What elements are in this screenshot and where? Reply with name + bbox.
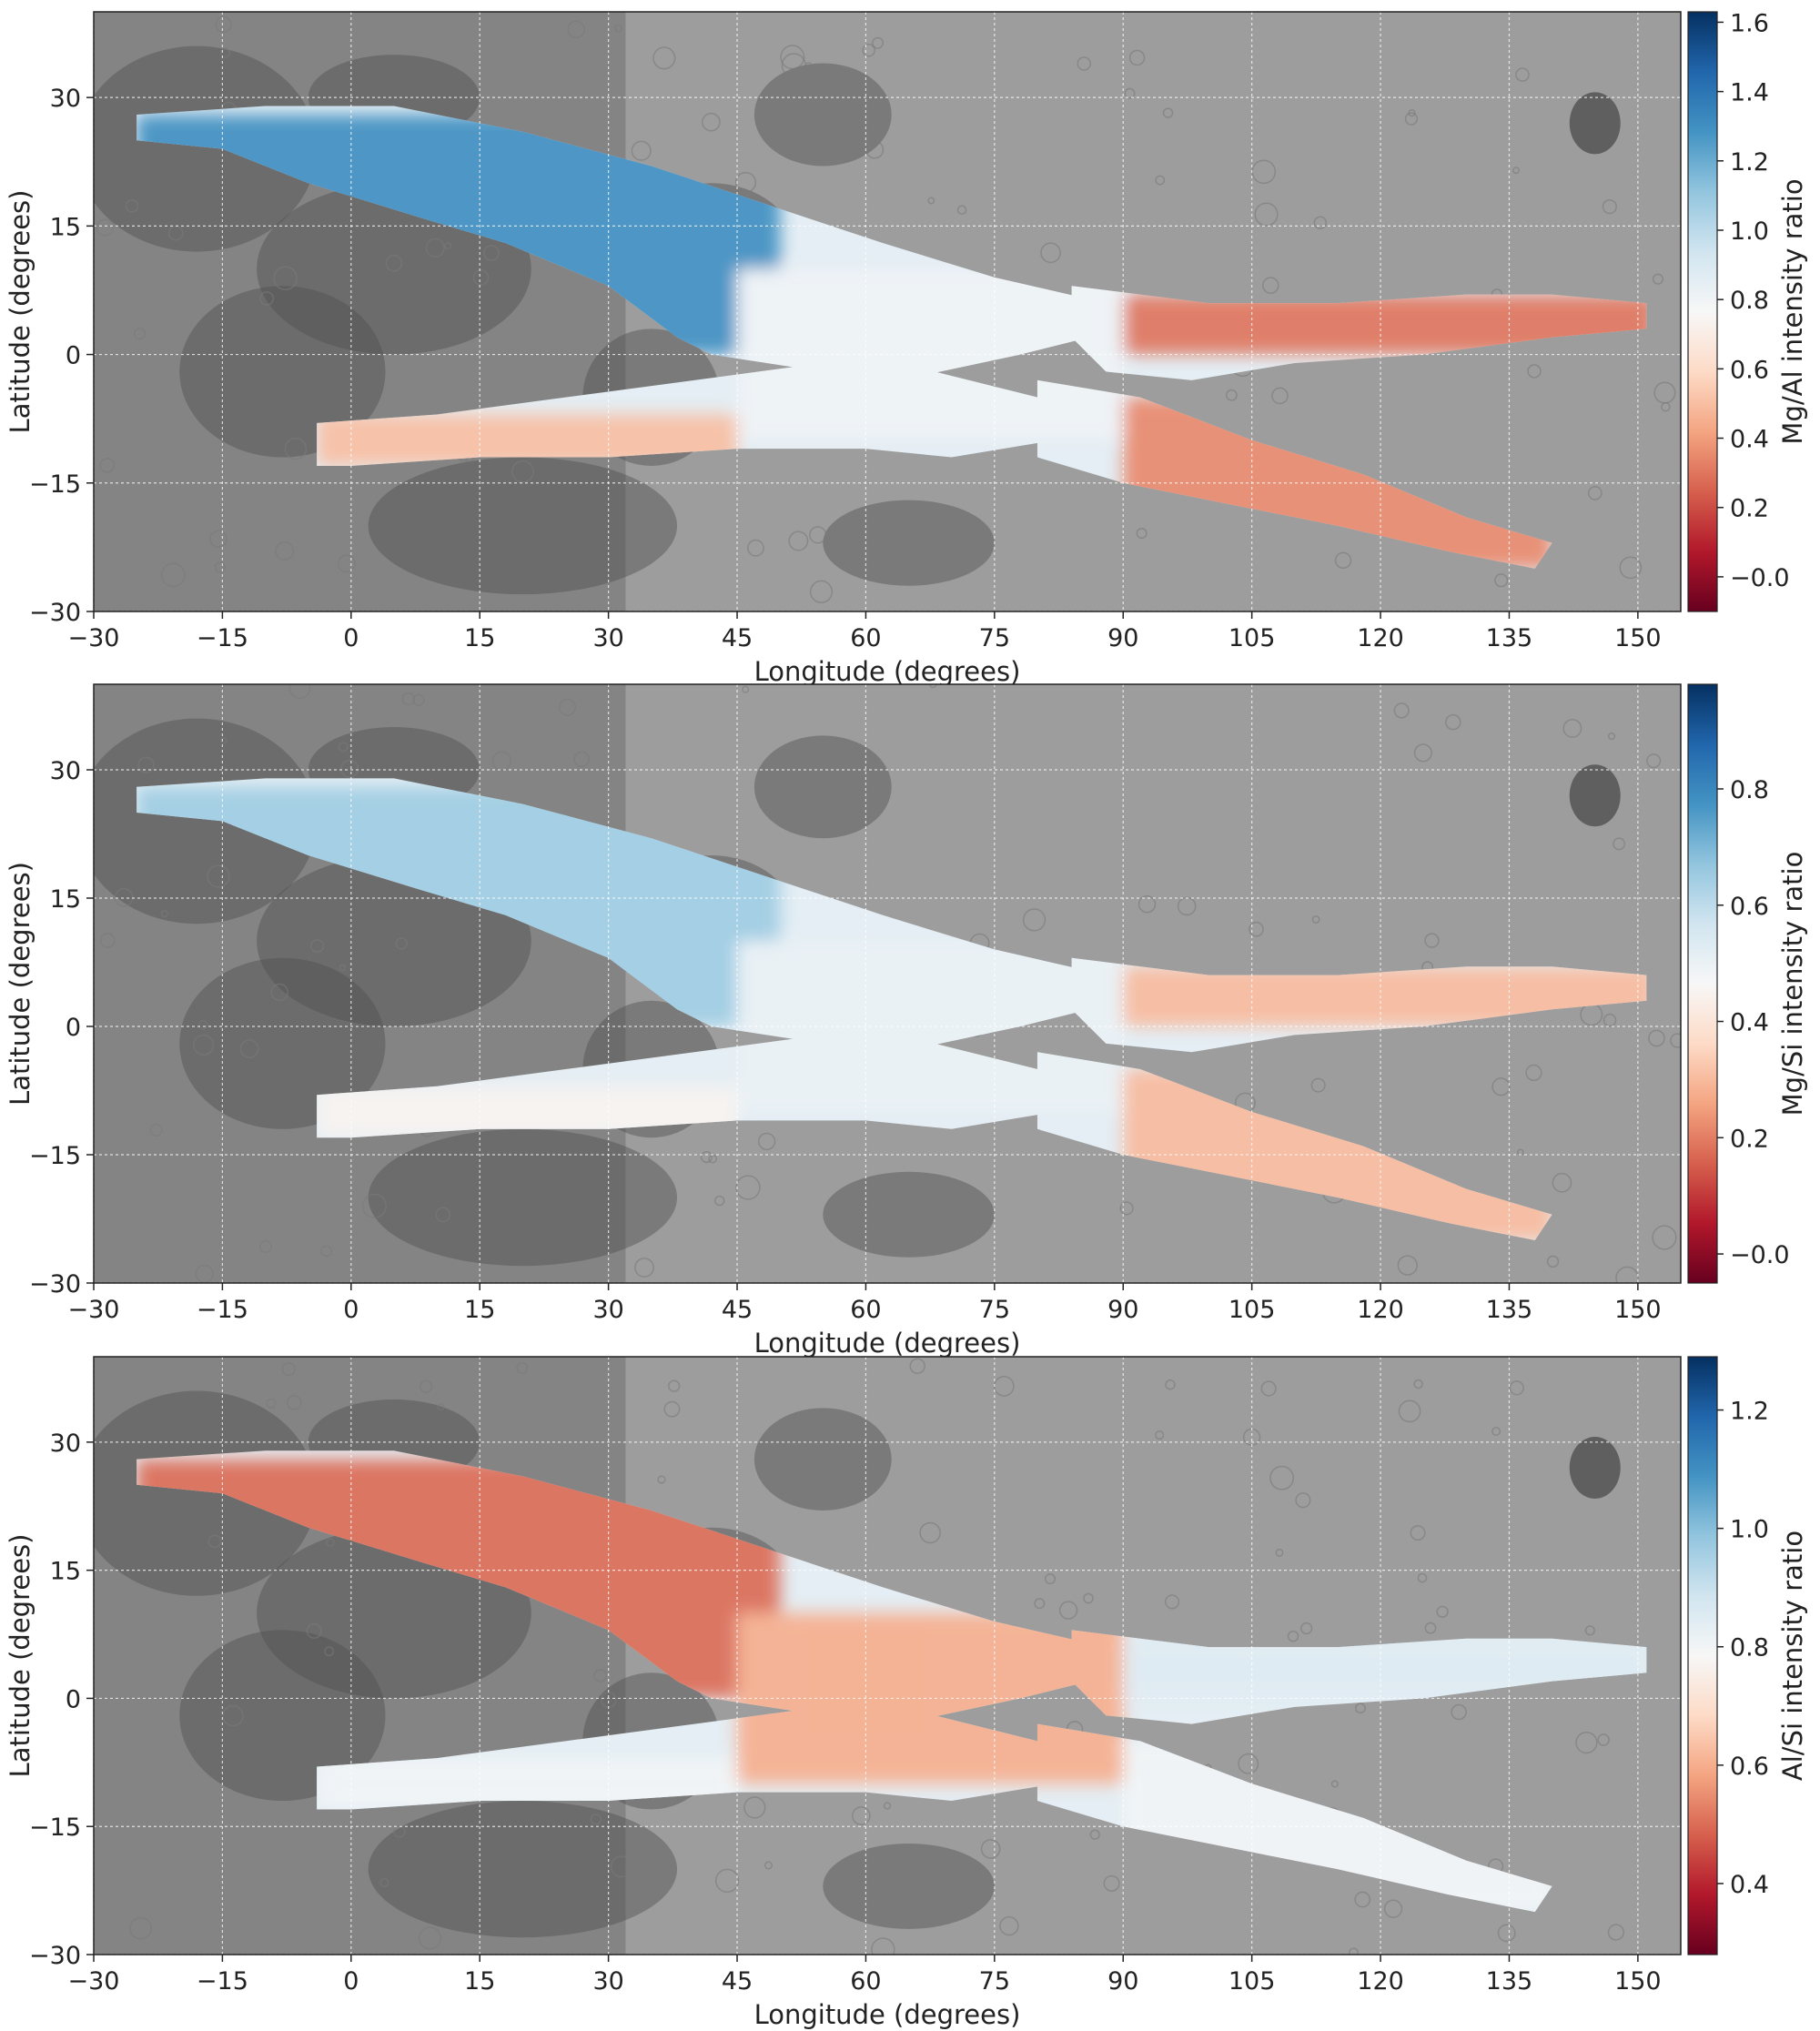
colorbar-tick-label: 1.0 [1730,1516,1769,1544]
x-tick-label: −30 [68,624,120,652]
y-tick-label: 0 [66,1014,81,1042]
colorbar-tick-label: 1.2 [1730,1398,1769,1426]
colorbar-tick-label: 0.8 [1730,776,1769,804]
plot-frame [93,683,1682,1284]
x-tick-label: 120 [1357,624,1404,652]
colorbar-tick-label: 0.2 [1730,495,1769,523]
colorbar-gradient [1687,11,1718,612]
colorbar-tick-label: 0.4 [1730,426,1769,454]
x-tick-label: 75 [979,1296,1010,1324]
colorbar-tick-label: 0.2 [1730,1125,1769,1153]
x-tick-label: −30 [68,1296,120,1324]
x-tick-label: 45 [722,1967,753,1996]
y-tick-label: −15 [29,1814,81,1842]
x-axis-label: Longitude (degrees) [754,1328,1021,1359]
colorbar-tick-label: 1.4 [1730,79,1769,107]
plot-frame [93,11,1682,612]
x-tick-label: 45 [722,624,753,652]
y-axis-label: Latitude (degrees) [5,862,35,1106]
chart-panel-3: −30 −15 0 15 30 45 60 75 90 105 120 135 150 −30 −15 0 15… [5,1356,1808,2030]
chart-panel-2: −30 −15 0 15 30 45 60 75 90 105 120 135 150 −30 −15 0 15… [5,683,1808,1359]
colorbar-tick-label: 0.6 [1730,893,1769,921]
x-tick-label: 30 [592,1296,623,1324]
colorbar-gradient [1687,683,1718,1284]
x-tick-label: 150 [1614,1967,1662,1996]
y-tick-label: −30 [29,1942,81,1970]
colorbar-tick-label: 0.6 [1730,356,1769,384]
colorbar: −0.0 0.2 0.4 0.6 0.8 1.0 1.2 1.4 1.6 Mg/Al intens… [1687,9,1808,612]
y-tick-label: −30 [29,599,81,627]
x-tick-label: 15 [464,1967,495,1996]
y-tick-label: 15 [50,1558,81,1586]
x-tick-label: 60 [850,624,881,652]
x-tick-label: 90 [1107,1296,1138,1324]
x-tick-label: 60 [850,1296,881,1324]
colorbar-tick-label: 0.4 [1730,1009,1769,1037]
y-tick-label: −15 [29,470,81,499]
x-tick-label: 90 [1107,624,1138,652]
x-tick-label: 90 [1107,1967,1138,1996]
x-tick-label: 30 [592,1967,623,1996]
x-tick-label: −30 [68,1967,120,1996]
colorbar-tick-label: 1.6 [1730,9,1769,37]
colorbar-tick-label: 0.6 [1730,1753,1769,1781]
colorbar-label: Mg/Al intensity ratio [1777,178,1808,444]
y-tick-label: 0 [66,1685,81,1713]
x-tick-label: 60 [850,1967,881,1996]
x-tick-label: 45 [722,1296,753,1324]
x-tick-label: 105 [1228,624,1276,652]
y-tick-label: 30 [50,85,81,113]
x-tick-label: 135 [1486,1967,1533,1996]
chart-panel-1: −30 −15 0 15 30 45 60 75 90 105 120 135 150 −30 −15 0 15… [5,9,1808,687]
x-tick-label: 15 [464,624,495,652]
colorbar-label: Mg/Si intensity ratio [1777,852,1808,1117]
x-tick-label: −15 [197,624,248,652]
x-tick-label: 150 [1614,624,1662,652]
colorbar-tick-label: 0.4 [1730,1871,1769,1899]
y-axis-label: Latitude (degrees) [5,1534,35,1778]
x-tick-label: 120 [1357,1967,1404,1996]
y-tick-label: 30 [50,1430,81,1458]
y-tick-label: 30 [50,757,81,785]
x-axis-label: Longitude (degrees) [754,656,1021,687]
y-tick-label: 0 [66,342,81,370]
colorbar-tick-label: 1.0 [1730,217,1769,246]
x-tick-label: 0 [343,1967,359,1996]
colorbar-tick-label: 0.8 [1730,1634,1769,1662]
x-tick-label: 30 [592,624,623,652]
x-tick-label: 120 [1357,1296,1404,1324]
y-tick-label: 15 [50,885,81,914]
colorbar-tick-label: −0.0 [1730,564,1790,592]
y-tick-label: 15 [50,213,81,241]
colorbar-tick-label: 1.2 [1730,148,1769,177]
x-tick-label: −15 [197,1296,248,1324]
colorbar: −0.0 0.2 0.4 0.6 0.8 Mg/Si intensity ratio [1687,683,1808,1284]
y-axis-label: Latitude (degrees) [5,190,35,434]
y-tick-label: −15 [29,1142,81,1170]
x-tick-label: 75 [979,624,1010,652]
x-tick-label: 150 [1614,1296,1662,1324]
x-tick-label: 135 [1486,1296,1533,1324]
x-tick-label: 105 [1228,1967,1276,1996]
x-tick-label: 135 [1486,624,1533,652]
x-tick-label: −15 [197,1967,248,1996]
grid [93,1357,1681,1955]
colorbar-label: Al/Si intensity ratio [1777,1531,1808,1781]
x-tick-label: 105 [1228,1296,1276,1324]
colorbar-tick-label: −0.0 [1730,1241,1790,1269]
x-axis-label: Longitude (degrees) [754,1999,1021,2030]
plot-frame [93,1356,1682,1955]
colorbar: 0.4 0.6 0.8 1.0 1.2 Al/Si intensity ratio [1687,1356,1808,1955]
colorbar-gradient [1687,1356,1718,1955]
y-tick-label: −30 [29,1270,81,1298]
colorbar-tick-label: 0.8 [1730,287,1769,315]
x-tick-label: 15 [464,1296,495,1324]
x-tick-label: 75 [979,1967,1010,1996]
x-tick-label: 0 [343,624,359,652]
x-tick-label: 0 [343,1296,359,1324]
